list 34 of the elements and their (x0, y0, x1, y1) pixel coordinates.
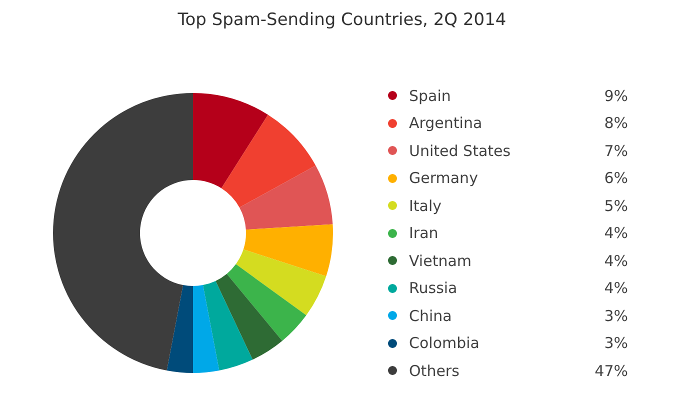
donut-slice (226, 264, 306, 341)
legend-label: Russia (409, 279, 458, 298)
data-label: 3% (604, 306, 628, 325)
data-label: 5% (604, 196, 628, 215)
data-label: 8% (604, 114, 628, 132)
legend-label: Germany (409, 169, 479, 188)
chart-title: Top Spam-Sending Countries, 2Q 2014 (176, 10, 508, 30)
donut-slice (193, 93, 268, 188)
legend-label: Vietnam (409, 252, 473, 270)
data-label: 47% (594, 362, 628, 380)
donut-slice (193, 285, 220, 373)
legend-label: Iran (409, 224, 440, 242)
data-label: 7% (604, 142, 628, 160)
legend-label: Argentina (409, 114, 484, 132)
legend-label: Others (409, 362, 460, 380)
legend-label: Colombia (409, 334, 480, 352)
donut-slice (239, 166, 333, 230)
data-label: 4% (604, 224, 628, 242)
legend-label: China (409, 306, 453, 325)
data-label: 4% (604, 279, 628, 298)
legend-label: United States (409, 142, 512, 160)
donut-slice (166, 285, 193, 373)
donut-slice (216, 274, 282, 360)
data-label: 4% (604, 252, 628, 270)
donut-slice (221, 114, 316, 208)
data-label: 6% (604, 169, 628, 188)
donut-slice (243, 224, 333, 276)
donut-slice (202, 280, 253, 371)
legend-label: Spain (409, 86, 452, 105)
donut-slice (236, 249, 326, 316)
data-label: 9% (604, 86, 628, 105)
data-label: 3% (604, 334, 628, 352)
legend-label: Italy (409, 196, 443, 215)
donut-slice (53, 93, 193, 371)
